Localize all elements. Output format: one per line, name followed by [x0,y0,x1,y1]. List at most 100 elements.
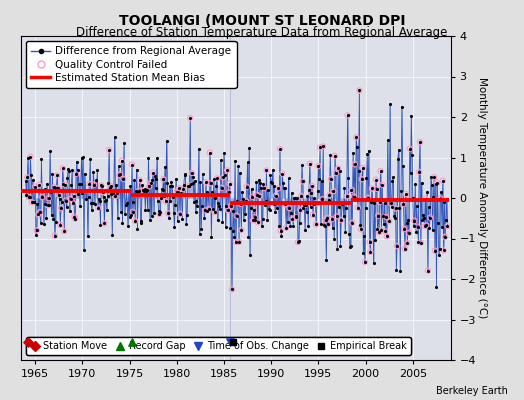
Point [365,239,374,245]
Point [236,201,245,207]
Point [309,212,317,218]
Point [288,216,297,222]
Point [366,248,375,255]
Point [443,223,452,229]
Point [417,239,425,246]
Point [174,189,182,196]
Point [347,187,356,193]
Point [229,338,237,345]
Point [71,215,80,222]
Point [399,201,408,207]
Point [297,193,305,199]
Point [149,169,157,176]
Point [53,172,61,179]
Point [253,192,261,198]
Point [250,214,259,220]
Point [343,112,352,119]
Point [430,174,438,180]
Point [227,202,235,209]
Point [385,218,394,224]
Point [45,195,53,202]
Point [205,149,214,156]
Point [368,185,376,192]
Point [128,161,136,168]
Point [329,188,337,194]
Point [423,268,432,274]
Point [413,224,422,230]
Point [324,221,332,227]
Point [376,168,385,174]
Point [225,338,234,345]
Point [439,178,447,184]
Point [61,182,69,188]
Point [90,182,99,188]
Point [106,183,115,189]
Point [410,218,419,224]
Point [383,233,391,240]
Point [57,205,66,211]
Point [400,226,408,232]
Point [406,146,414,152]
Point [243,184,251,190]
Point [94,204,102,211]
Point [376,199,384,205]
Point [210,209,219,215]
Text: Berkeley Earth: Berkeley Earth [436,386,508,396]
Point [28,199,36,206]
Point [355,87,364,94]
Point [372,176,380,183]
Point [106,185,114,191]
Point [357,226,365,232]
Point [155,211,163,217]
Point [131,218,139,224]
Point [401,246,409,252]
Point [31,183,39,190]
Point [242,198,250,204]
Text: Difference of Station Temperature Data from Regional Average: Difference of Station Temperature Data f… [77,26,447,39]
Point [59,165,67,172]
Point [281,201,290,208]
Point [219,174,227,180]
Point [60,228,69,234]
Point [312,221,320,228]
Point [302,201,310,208]
Point [97,182,105,188]
Point [36,209,44,215]
Point [23,174,31,181]
Point [54,191,63,198]
Point [321,217,330,223]
Point [374,212,383,219]
Point [111,193,119,200]
Point [43,202,52,208]
Point [351,161,359,168]
Point [255,193,264,199]
Point [26,154,35,160]
Point [50,184,58,190]
Point [235,239,243,245]
Point [277,227,285,234]
Point [157,194,165,201]
Point [313,200,321,207]
Point [439,247,447,254]
Point [305,160,314,167]
Point [237,227,246,233]
Point [172,188,181,195]
Point [405,230,413,236]
Point [224,189,233,196]
Point [337,217,345,223]
Point [241,199,249,206]
Point [307,190,315,197]
Point [145,183,154,190]
Point [332,213,341,220]
Point [332,170,340,176]
Point [260,185,268,191]
Point [296,206,304,213]
Point [373,186,381,192]
Point [105,147,113,153]
Point [381,228,389,235]
Legend: Station Move, Record Gap, Time of Obs. Change, Empirical Break: Station Move, Record Gap, Time of Obs. C… [26,337,411,355]
Point [378,182,386,188]
Point [205,206,213,212]
Point [25,194,33,200]
Point [147,180,155,186]
